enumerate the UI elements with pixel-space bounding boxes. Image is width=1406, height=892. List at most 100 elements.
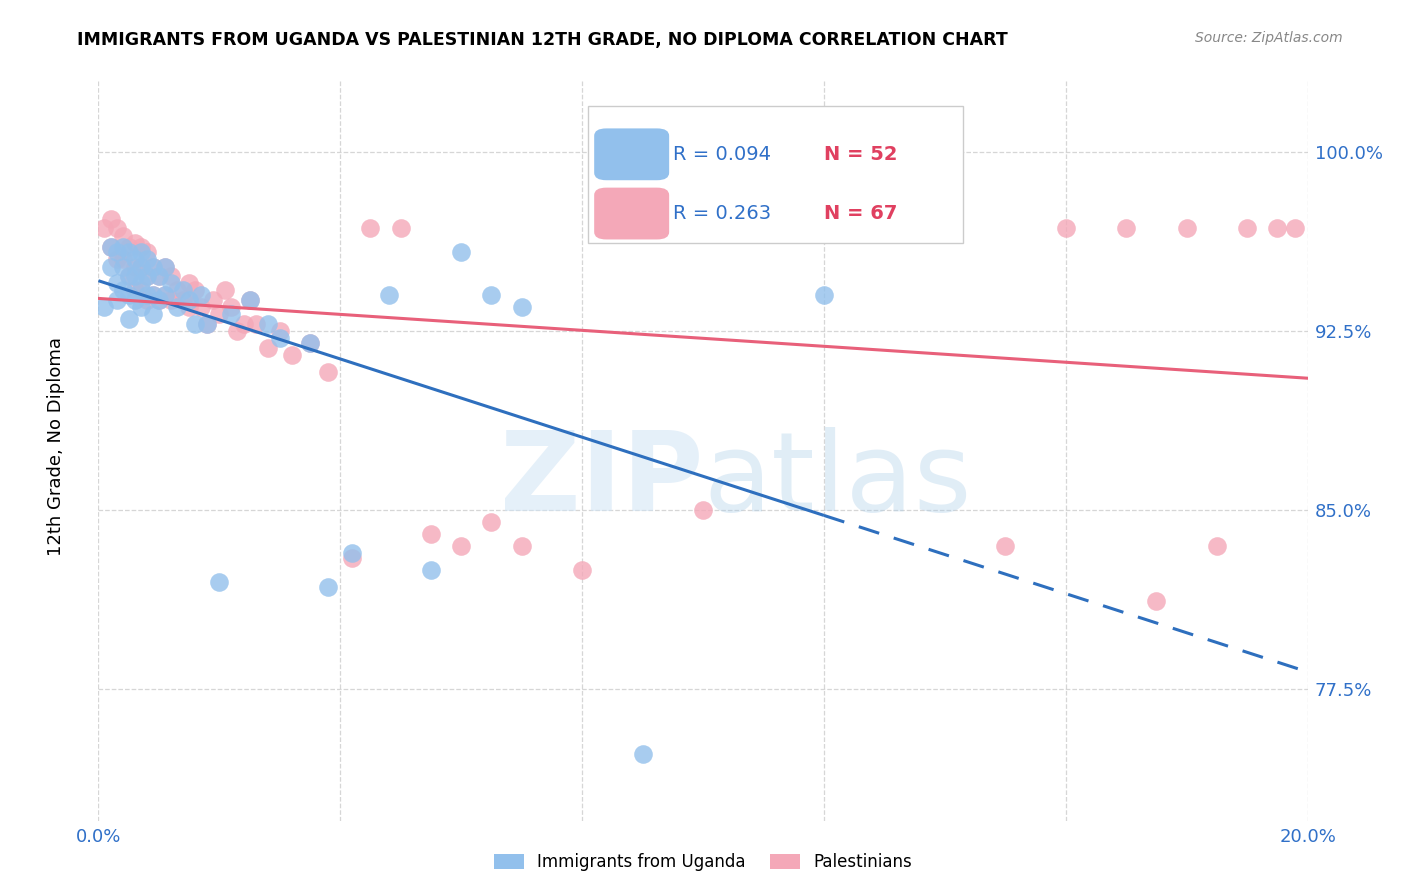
Point — [124, 293, 146, 307]
Point — [153, 288, 176, 302]
Point — [510, 539, 533, 553]
Point — [342, 546, 364, 560]
Point — [111, 284, 134, 298]
Point — [179, 277, 201, 291]
Point — [450, 539, 472, 553]
Point — [1054, 221, 1077, 235]
Point — [124, 269, 146, 284]
Point — [269, 331, 291, 345]
Point — [813, 288, 835, 302]
Point — [111, 228, 134, 243]
Point — [692, 503, 714, 517]
Point — [172, 284, 194, 298]
Point — [360, 221, 382, 235]
Point — [153, 260, 176, 274]
Point — [281, 348, 304, 362]
Text: N = 52: N = 52 — [824, 145, 897, 164]
FancyBboxPatch shape — [588, 106, 963, 244]
Point — [1206, 539, 1229, 553]
Point — [1284, 221, 1306, 235]
Point — [160, 269, 183, 284]
Point — [93, 300, 115, 314]
Text: 12th Grade, No Diploma: 12th Grade, No Diploma — [48, 336, 65, 556]
Point — [631, 221, 654, 235]
Point — [631, 747, 654, 761]
Point — [195, 317, 218, 331]
Point — [179, 293, 201, 307]
Point — [450, 245, 472, 260]
Point — [160, 277, 183, 291]
Point — [184, 317, 207, 331]
Point — [142, 288, 165, 302]
Point — [316, 580, 339, 594]
Text: ZIP: ZIP — [499, 426, 703, 533]
Point — [135, 252, 157, 267]
Point — [118, 245, 141, 260]
Point — [118, 288, 141, 302]
Point — [221, 300, 243, 314]
Point — [111, 240, 134, 254]
Point — [239, 293, 262, 307]
FancyBboxPatch shape — [595, 187, 669, 239]
Point — [118, 312, 141, 326]
Point — [232, 317, 254, 331]
Point — [153, 260, 176, 274]
Point — [124, 260, 146, 274]
Point — [994, 539, 1017, 553]
Point — [129, 277, 152, 291]
Text: atlas: atlas — [703, 426, 972, 533]
Point — [100, 240, 122, 254]
Point — [1236, 221, 1258, 235]
Point — [226, 324, 249, 338]
Point — [190, 300, 212, 314]
Point — [873, 221, 896, 235]
Point — [299, 336, 322, 351]
Point — [389, 221, 412, 235]
Point — [420, 527, 443, 541]
Point — [129, 300, 152, 314]
Point — [124, 252, 146, 267]
Point — [100, 211, 122, 226]
Point — [195, 317, 218, 331]
Point — [299, 336, 322, 351]
Point — [1144, 594, 1167, 608]
Text: R = 0.094: R = 0.094 — [672, 145, 770, 164]
Point — [100, 260, 122, 274]
Point — [105, 221, 128, 235]
Point — [269, 324, 291, 338]
Point — [208, 574, 231, 589]
Point — [148, 293, 170, 307]
Point — [166, 284, 188, 298]
Point — [100, 240, 122, 254]
Point — [481, 288, 503, 302]
Point — [179, 300, 201, 314]
Point — [142, 307, 165, 321]
Point — [148, 269, 170, 284]
Point — [571, 563, 593, 577]
Point — [135, 269, 157, 284]
Point — [221, 307, 243, 321]
FancyBboxPatch shape — [595, 128, 669, 180]
Point — [124, 284, 146, 298]
Point — [148, 293, 170, 307]
Point — [105, 277, 128, 291]
Point — [135, 288, 157, 302]
Point — [129, 240, 152, 254]
Point — [1175, 221, 1198, 235]
Point — [481, 515, 503, 529]
Point — [135, 293, 157, 307]
Point — [105, 252, 128, 267]
Point — [1115, 221, 1137, 235]
Point — [118, 240, 141, 254]
Point — [752, 221, 775, 235]
Legend: Immigrants from Uganda, Palestinians: Immigrants from Uganda, Palestinians — [485, 845, 921, 880]
Text: N = 67: N = 67 — [824, 204, 897, 223]
Point — [129, 260, 152, 274]
Text: R = 0.263: R = 0.263 — [672, 204, 770, 223]
Point — [202, 293, 225, 307]
Point — [129, 284, 152, 298]
Point — [377, 288, 399, 302]
Point — [208, 307, 231, 321]
Point — [153, 288, 176, 302]
Point — [245, 317, 267, 331]
